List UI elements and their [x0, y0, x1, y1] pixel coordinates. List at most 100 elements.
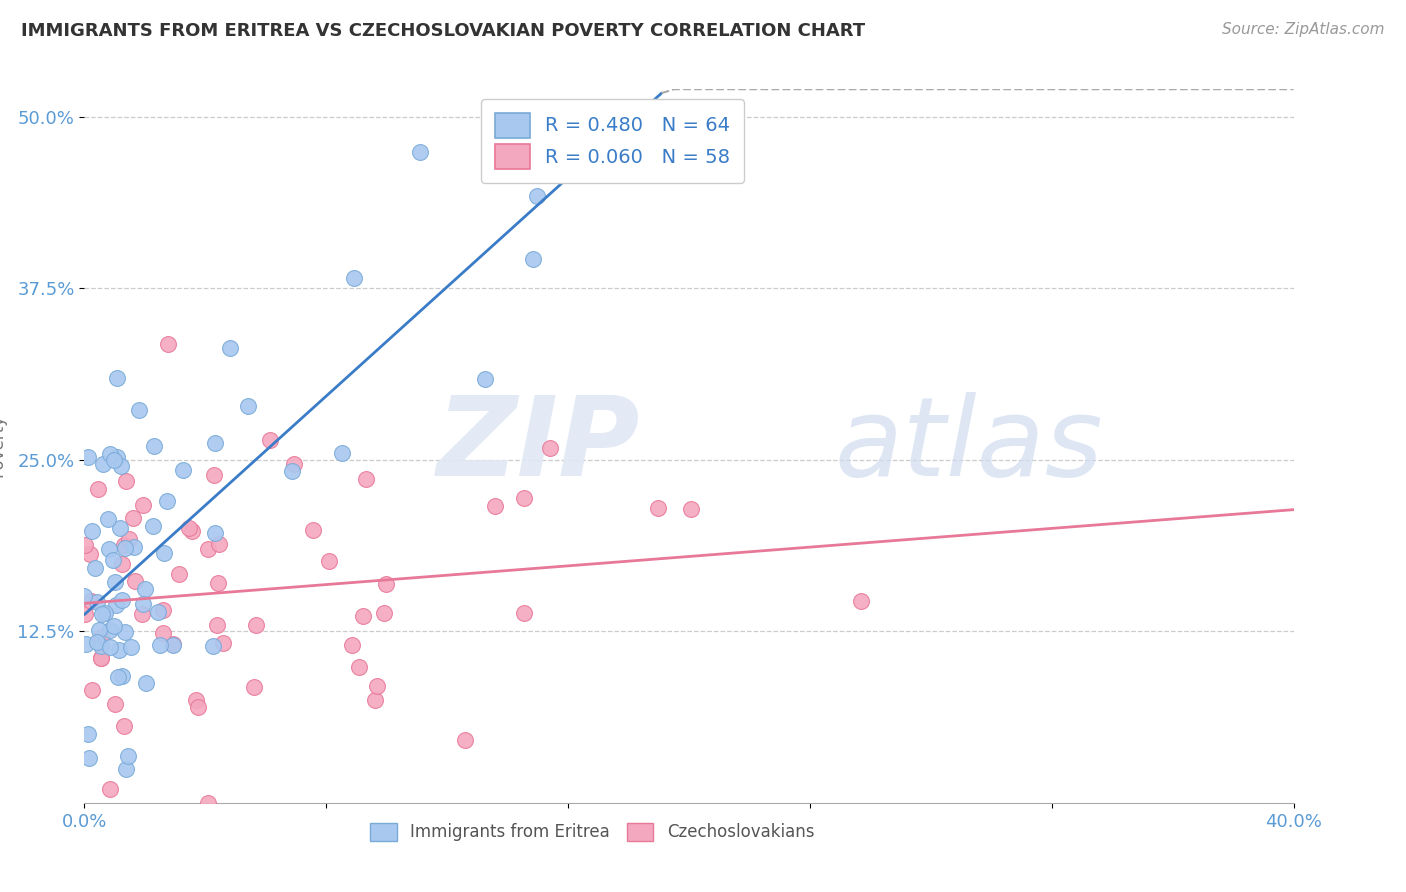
Point	[146, 605, 169, 619]
Point	[90, 630, 112, 644]
Point	[90, 650, 112, 665]
Point	[513, 606, 536, 620]
Point	[408, 145, 430, 160]
Point	[354, 472, 377, 486]
Point	[152, 603, 174, 617]
Point	[91, 607, 114, 621]
Point	[77, 450, 100, 465]
Point	[347, 659, 370, 673]
Point	[149, 638, 172, 652]
Point	[86, 595, 108, 609]
Point	[103, 553, 125, 567]
Point	[82, 524, 104, 539]
Point	[108, 521, 131, 535]
Point	[104, 697, 127, 711]
Text: atlas: atlas	[834, 392, 1102, 500]
Point	[75, 538, 97, 552]
Point	[243, 680, 266, 694]
Point	[131, 607, 153, 621]
Point	[208, 537, 231, 551]
Point	[352, 609, 374, 624]
Point	[513, 491, 536, 505]
Point	[77, 751, 100, 765]
Point	[135, 676, 157, 690]
Point	[104, 574, 127, 589]
Point	[105, 450, 128, 464]
Point	[97, 512, 120, 526]
Point	[366, 679, 388, 693]
Point	[91, 457, 114, 471]
Point	[212, 636, 235, 650]
Point	[90, 650, 112, 665]
Point	[75, 607, 97, 622]
Point	[184, 693, 207, 707]
Point	[530, 149, 553, 163]
Point	[162, 638, 184, 652]
Point	[363, 692, 385, 706]
Point	[375, 577, 398, 591]
Point	[204, 436, 226, 450]
Point	[82, 683, 104, 698]
Point	[77, 727, 100, 741]
Point	[73, 589, 96, 603]
Point	[679, 501, 702, 516]
Point	[115, 474, 138, 488]
Point	[86, 635, 108, 649]
Point	[134, 582, 156, 596]
Point	[318, 554, 340, 568]
Point	[207, 575, 229, 590]
Point	[156, 494, 179, 508]
Point	[202, 467, 225, 482]
Point	[120, 640, 142, 654]
Point	[87, 623, 110, 637]
Point	[90, 639, 112, 653]
Point	[110, 459, 132, 474]
Point	[142, 518, 165, 533]
Point	[647, 501, 669, 516]
Point	[342, 638, 364, 652]
Point	[236, 399, 259, 413]
Text: ZIP: ZIP	[437, 392, 641, 500]
Text: IMMIGRANTS FROM ERITREA VS CZECHOSLOVAKIAN POVERTY CORRELATION CHART: IMMIGRANTS FROM ERITREA VS CZECHOSLOVAKI…	[21, 22, 865, 40]
Point	[114, 624, 136, 639]
Point	[98, 782, 121, 797]
Point	[484, 499, 506, 513]
Point	[112, 719, 135, 733]
Point	[343, 271, 366, 285]
Point	[172, 462, 194, 476]
Point	[538, 442, 561, 456]
Point	[124, 540, 146, 554]
Point	[259, 433, 281, 447]
Point	[153, 546, 176, 560]
Point	[114, 541, 136, 555]
Point	[132, 498, 155, 512]
Point	[603, 137, 626, 152]
Point	[87, 483, 110, 497]
Point	[474, 372, 496, 386]
Y-axis label: Poverty: Poverty	[0, 415, 6, 477]
Point	[103, 453, 125, 467]
Point	[131, 598, 153, 612]
Point	[522, 252, 544, 266]
Point	[107, 670, 129, 684]
Point	[373, 606, 395, 620]
Point	[118, 533, 141, 547]
Point	[205, 618, 228, 632]
Point	[117, 748, 139, 763]
Point	[121, 511, 143, 525]
Point	[245, 618, 267, 632]
Point	[162, 637, 184, 651]
Point	[283, 457, 305, 471]
Point	[98, 542, 121, 557]
Point	[80, 593, 103, 607]
Text: Source: ZipAtlas.com: Source: ZipAtlas.com	[1222, 22, 1385, 37]
Point	[111, 557, 134, 571]
Point	[111, 592, 134, 607]
Point	[124, 574, 146, 589]
Point	[204, 525, 226, 540]
Point	[143, 439, 166, 453]
Point	[79, 547, 101, 561]
Point	[112, 538, 135, 552]
Point	[454, 732, 477, 747]
Point	[197, 542, 219, 557]
